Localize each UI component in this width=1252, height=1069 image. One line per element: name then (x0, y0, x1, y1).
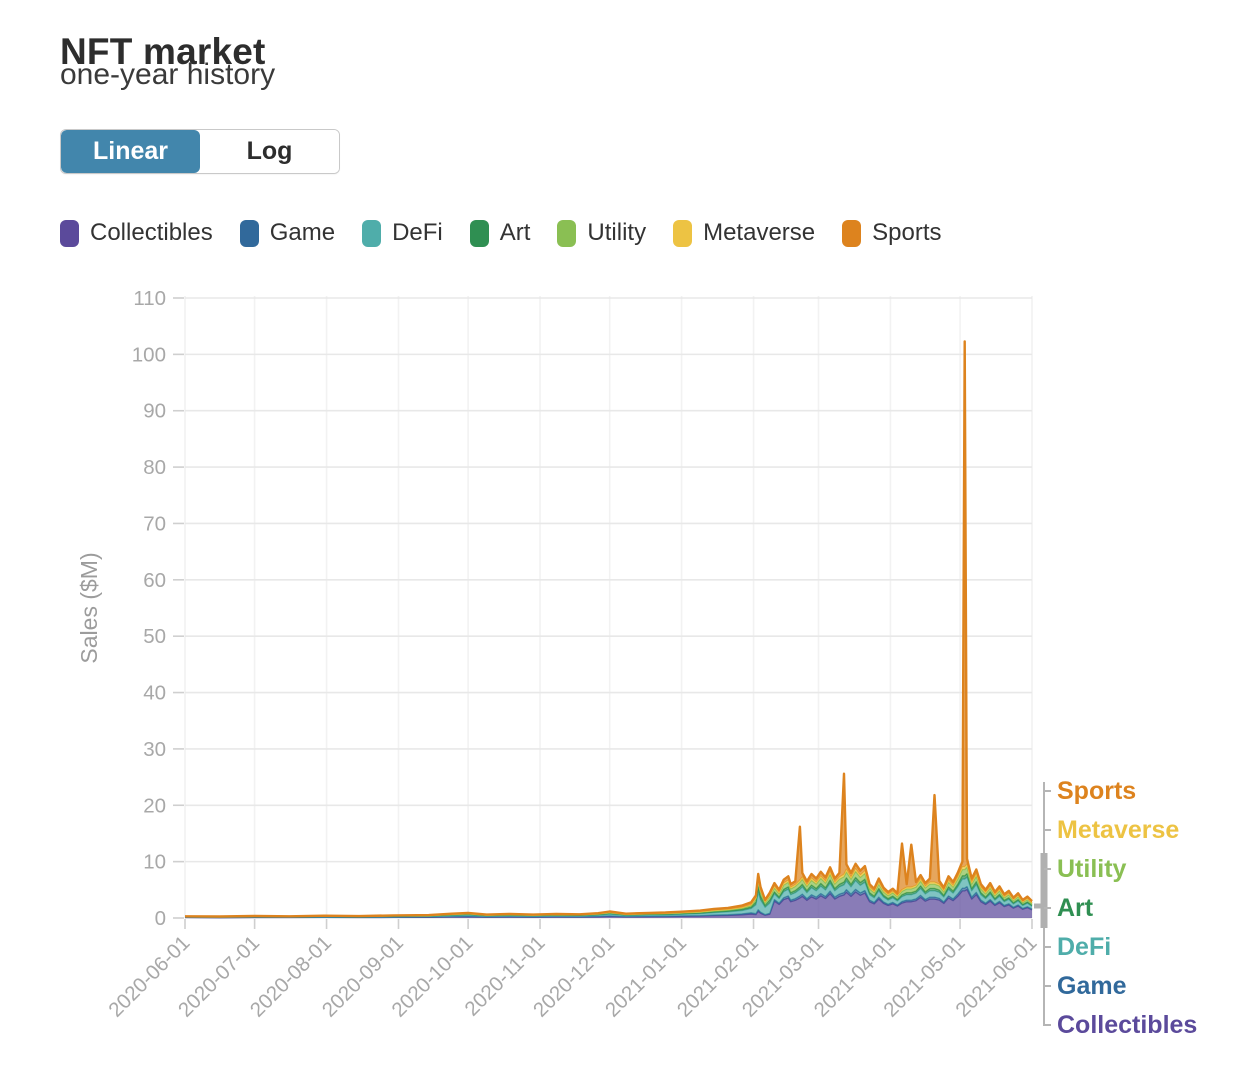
y-tick-label: 50 (143, 625, 166, 648)
legend-item-game[interactable]: Game (239, 219, 336, 247)
right-label-collectibles: Collectibles (1057, 1011, 1197, 1039)
legend-label: Game (269, 219, 336, 246)
right-label-sports: Sports (1057, 777, 1136, 805)
y-axis-title: Sales ($M) (76, 552, 102, 663)
legend-swatch-collectibles (60, 219, 79, 247)
page-title: NFT market (60, 30, 266, 72)
right-label-defi: DeFi (1057, 933, 1111, 961)
legend-swatch-metaverse (673, 219, 693, 247)
y-tick-label: 70 (143, 512, 166, 535)
y-tick-label: 100 (132, 343, 166, 366)
scale-toggle: Linear Log (60, 129, 340, 174)
log-button[interactable]: Log (200, 130, 339, 173)
page-subtitle: one-year history (60, 58, 276, 91)
area-stroke-sports (184, 340, 1033, 918)
legend-swatch-sports (842, 219, 862, 247)
legend-label: Sports (872, 219, 942, 246)
legend-swatch-game (239, 219, 259, 247)
y-tick-label: 10 (143, 851, 166, 874)
legend-label: Collectibles (90, 219, 213, 246)
legend-swatch-art (469, 219, 489, 247)
linear-button[interactable]: Linear (61, 130, 200, 173)
legend-label: Art (499, 219, 531, 246)
right-label-utility: Utility (1057, 855, 1127, 883)
legend-item-collectibles[interactable]: Collectibles (60, 219, 213, 247)
legend-item-art[interactable]: Art (469, 219, 531, 247)
legend-item-utility[interactable]: Utility (557, 219, 646, 247)
y-tick-label: 110 (133, 287, 166, 310)
chart-area: 2020-06-01 2020-07-01 2020-08-01 2020-09-01… (0, 258, 1252, 1064)
y-tick-label: 40 (143, 682, 166, 705)
legend-swatch-utility (557, 219, 577, 247)
plot-area[interactable] (185, 298, 1032, 918)
legend-item-defi[interactable]: DeFi (362, 219, 443, 247)
right-label-art: Art (1057, 894, 1094, 922)
legend-item-sports[interactable]: Sports (842, 219, 942, 247)
nft-stacked-area-chart: 2020-06-012020-07-012020-08-012020-09-01… (76, 287, 1197, 1039)
y-tick-label: 60 (143, 569, 166, 592)
legend-item-metaverse[interactable]: Metaverse (673, 219, 815, 247)
right-label-game: Game (1057, 972, 1127, 1000)
legend: Collectibles Game DeFi Art Utility Metaverse S… (60, 219, 969, 247)
y-tick-label: 20 (143, 794, 166, 817)
y-tick-label: 90 (143, 400, 166, 423)
legend-swatch-defi (362, 219, 382, 247)
y-tick-label: 80 (143, 456, 166, 479)
legend-label: Metaverse (703, 219, 816, 246)
y-tick-label: 0 (155, 907, 166, 930)
y-tick-label: 30 (143, 738, 166, 761)
legend-label: DeFi (392, 219, 443, 246)
right-label-metaverse: Metaverse (1057, 816, 1179, 844)
legend-label: Utility (587, 219, 647, 246)
